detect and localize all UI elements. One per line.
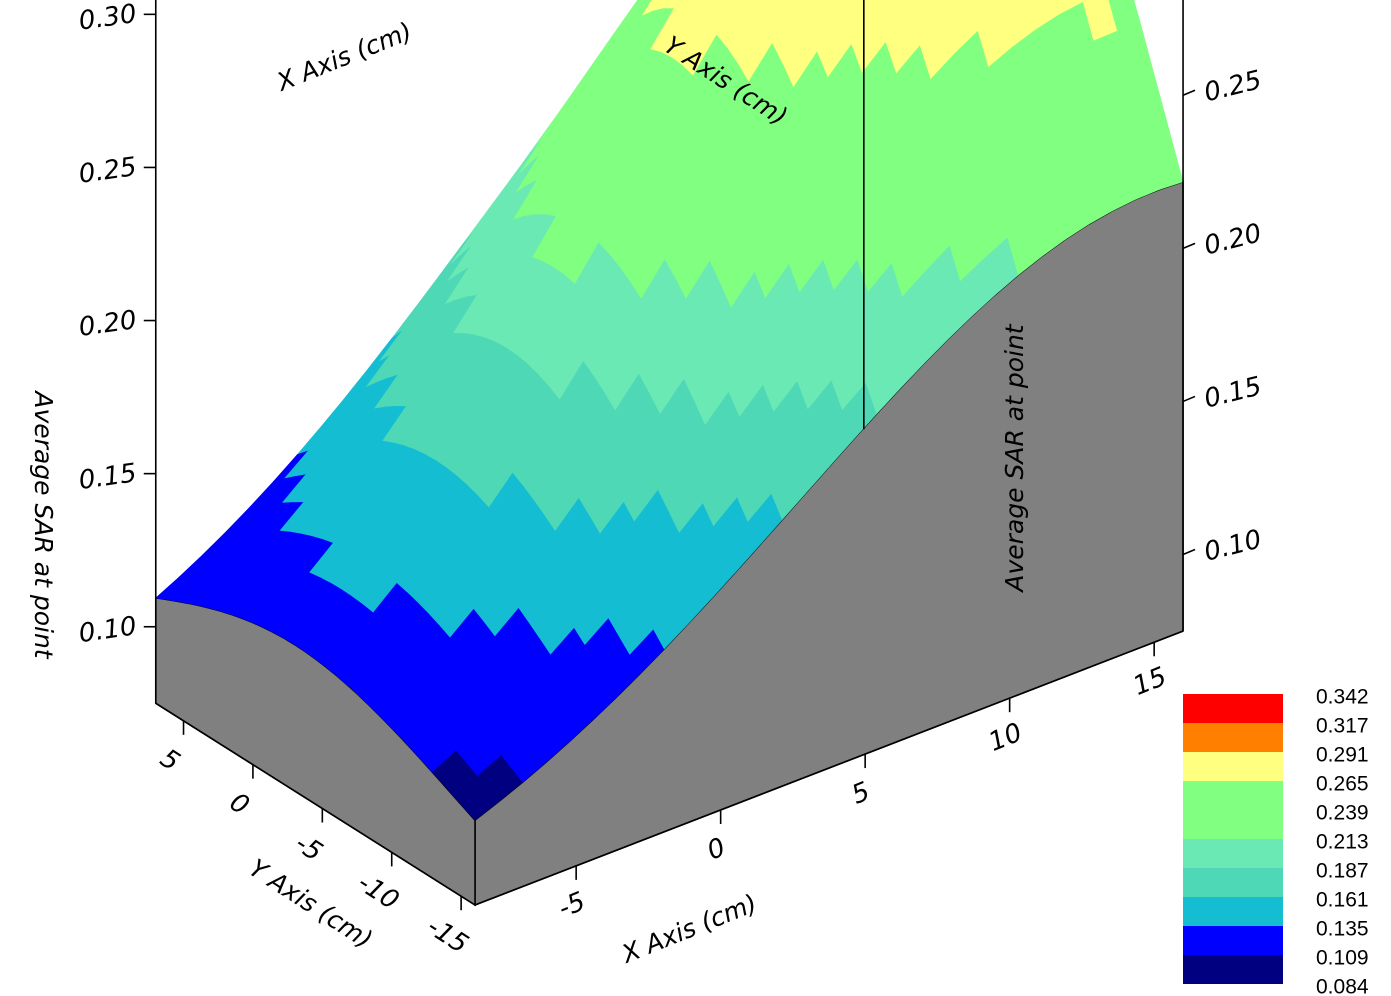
x-axis-title-bottom: X Axis (cm) [616,888,761,969]
legend-swatch [1183,897,1283,926]
box-edge [155,702,476,906]
legend-swatch [1183,781,1283,810]
tick-mark [1182,89,1196,96]
color-legend: 0.342 0.317 0.291 0.265 0.239 0.213 0.187 0.161… [1183,686,1369,996]
box-edge [474,630,1184,906]
legend-label: 0.291 [1316,744,1369,767]
z-tick-label-left: 0.10 [77,611,139,649]
surface-patch [463,788,500,821]
legend-label: 0.161 [1316,889,1369,912]
x-tick-label-bottom: -5 [554,887,589,925]
y-tick-label-bottom: -5 [290,828,328,867]
legend-label: 0.265 [1316,773,1369,796]
z-tick-label-left: 0.25 [77,152,139,190]
legend-label: 0.213 [1316,831,1369,854]
z-tick-label-right: 0.15 [1201,371,1264,414]
z-tick-label-left: 0.20 [77,305,139,343]
surface-patch [791,0,801,8]
y-tick-label-bottom: 5 [155,743,185,777]
legend-label: 0.239 [1316,802,1369,825]
legend-label: 0.317 [1316,715,1369,738]
legend-swatch [1183,839,1283,868]
legend-swatch [1183,752,1283,781]
legend-swatch [1183,810,1283,839]
x-axis-title-top: X Axis (cm) [271,16,416,97]
legend-label: 0.109 [1316,947,1369,970]
tick-mark [1182,242,1196,250]
z-tick-label-right: 0.25 [1201,65,1264,108]
legend-swatch [1183,868,1283,897]
x-tick-label-bottom: 5 [848,777,875,811]
x-tick-label-bottom: 15 [1129,662,1171,702]
x-tick-label-bottom: 10 [985,718,1027,758]
surface-plot [155,0,1184,907]
z-axis-title-right: Average SAR at point [1000,323,1029,593]
tick-mark [1182,395,1196,403]
legend-label: 0.342 [1316,686,1369,709]
z-tick-label-left: 0.15 [77,458,139,496]
y-tick-label-bottom: -10 [352,868,404,916]
y-tick-label-bottom: -15 [421,912,473,960]
legend-swatch [1183,723,1283,752]
surface-patch [743,0,757,10]
legend-label: 0.084 [1316,976,1369,996]
x-tick-label-bottom: 0 [703,832,730,866]
surface-patch [997,0,1016,12]
legend-label: 0.187 [1316,860,1369,883]
y-axis-title-bottom: Y Axis (cm) [244,853,378,954]
z-tick-label-right: 0.20 [1201,218,1264,261]
z-axis-title-left: Average SAR at point [29,389,58,659]
legend-swatch [1183,955,1283,984]
tick-mark [1182,548,1196,556]
legend-swatch [1183,694,1283,723]
y-tick-label-bottom: 0 [224,787,254,821]
legend-label: 0.135 [1316,918,1369,941]
z-tick-label-right: 0.10 [1201,524,1264,567]
legend-swatch [1183,926,1283,955]
z-tick-label-left: 0.30 [77,0,139,37]
surface-patch [903,0,922,15]
